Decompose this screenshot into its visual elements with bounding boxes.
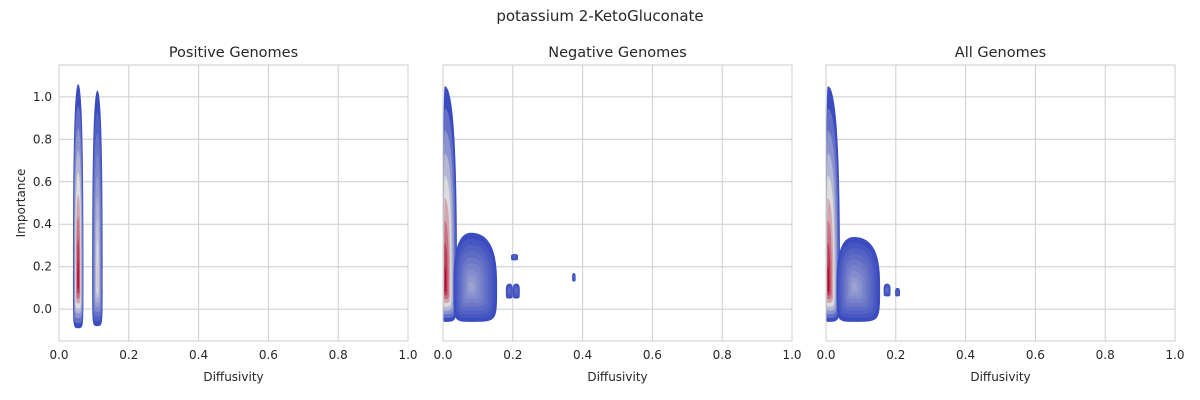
- y-tick-label: 0.6: [33, 175, 52, 189]
- y-tick-label: 0.2: [33, 260, 52, 274]
- x-tick-label: 0.4: [573, 348, 592, 362]
- density-blob: [443, 86, 457, 322]
- y-tick-label: 1.0: [33, 90, 52, 104]
- density-level: [851, 282, 857, 292]
- axes-frame: [825, 64, 1176, 342]
- density-blob: [511, 253, 519, 261]
- subplot-title: All Genomes: [955, 45, 1046, 61]
- density-level: [96, 262, 98, 289]
- density-level: [897, 291, 898, 293]
- axes-frame: [442, 64, 793, 342]
- density-blob: [92, 90, 103, 327]
- density-level: [515, 289, 517, 291]
- density-level: [468, 281, 474, 292]
- x-tick-label: 0.6: [1026, 348, 1045, 362]
- y-tick-label: 0.8: [33, 132, 52, 146]
- axes-frame: [58, 64, 409, 342]
- x-tick-label: 0.2: [503, 348, 522, 362]
- density-contours: [72, 84, 103, 329]
- x-tick-label: 0.4: [956, 348, 975, 362]
- density-level: [508, 289, 510, 291]
- y-axis-label: Importance: [14, 169, 28, 238]
- density-level: [444, 265, 447, 292]
- figure-suptitle: potassium 2-KetoGluconate: [496, 7, 703, 25]
- density-blob: [836, 236, 881, 322]
- x-axis-label: Diffusivity: [587, 370, 647, 384]
- density-contours: [443, 86, 576, 322]
- subplot-3: All Genomes 0.0 0.2 0.4 0.6 0.8 1.0 Diffusivity: [816, 45, 1184, 384]
- density-level: [886, 289, 888, 291]
- subplot-1: Positive Genomes 0.0 0.2 0.4 0.6 0.8 1.0 0.0 0.2…: [14, 45, 418, 384]
- density-blob: [72, 84, 84, 329]
- x-tick-label: 0.8: [1096, 348, 1115, 362]
- y-tick-label: 0.0: [33, 302, 52, 316]
- subplots-group: Positive Genomes 0.0 0.2 0.4 0.6 0.8 1.0 0.0 0.2…: [14, 45, 1185, 384]
- density-blob: [505, 283, 513, 299]
- x-tick-label: 0.4: [189, 348, 208, 362]
- x-tick-label: 0.8: [713, 348, 732, 362]
- x-tick-label: 1.0: [398, 348, 417, 362]
- y-tick-label: 0.4: [33, 217, 52, 231]
- x-tick-label: 0.0: [433, 348, 452, 362]
- density-blob: [453, 232, 498, 322]
- x-tick-label: 1.0: [782, 348, 801, 362]
- density-level: [827, 265, 830, 292]
- density-blob: [883, 283, 891, 297]
- subplot-title: Negative Genomes: [548, 45, 687, 61]
- subplot-title: Positive Genomes: [169, 45, 298, 61]
- density-blob: [512, 283, 520, 299]
- x-axis-label: Diffusivity: [970, 370, 1030, 384]
- x-tick-label: 0.2: [886, 348, 905, 362]
- x-tick-label: 0.2: [119, 348, 138, 362]
- density-contours: [826, 86, 900, 322]
- density-level: [514, 255, 515, 257]
- density-level: [77, 261, 79, 289]
- density-blob: [895, 287, 900, 297]
- x-tick-label: 0.6: [643, 348, 662, 362]
- x-tick-label: 0.0: [49, 348, 68, 362]
- x-tick-label: 0.6: [259, 348, 278, 362]
- x-axis-label: Diffusivity: [203, 370, 263, 384]
- density-blob: [572, 273, 576, 282]
- density-blob: [826, 86, 840, 322]
- x-tick-label: 0.0: [816, 348, 835, 362]
- x-tick-label: 0.8: [329, 348, 348, 362]
- subplot-2: Negative Genomes 0.0 0.2 0.4 0.6 0.8 1.0 Diffus…: [433, 45, 801, 384]
- x-tick-label: 1.0: [1165, 348, 1184, 362]
